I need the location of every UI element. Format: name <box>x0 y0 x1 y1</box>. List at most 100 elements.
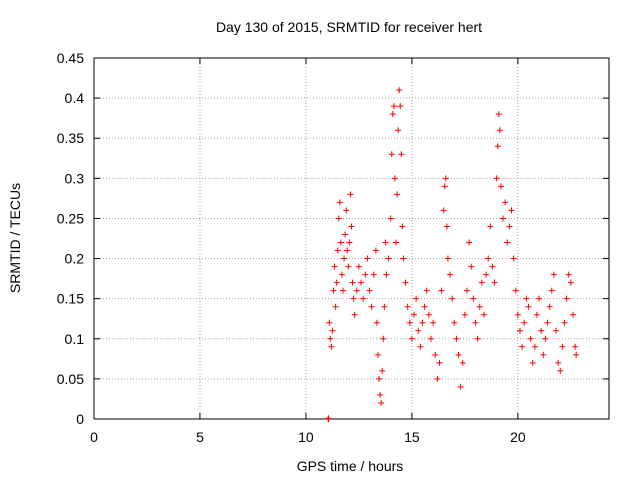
data-point <box>555 359 562 366</box>
data-point <box>531 343 538 350</box>
data-point <box>329 327 336 334</box>
data-point <box>346 239 353 246</box>
data-point <box>388 151 395 158</box>
data-point <box>393 239 400 246</box>
y-axis-label: SRMTID / TECUs <box>7 183 23 293</box>
data-point <box>478 279 485 286</box>
data-point <box>447 271 454 278</box>
y-tick-label: 0.25 <box>57 210 84 226</box>
data-point <box>366 287 373 294</box>
data-point <box>387 215 394 222</box>
data-point <box>391 175 398 182</box>
data-point <box>497 183 504 190</box>
data-point <box>487 223 494 230</box>
data-point <box>331 263 338 270</box>
data-point <box>378 399 385 406</box>
data-point <box>436 359 443 366</box>
data-point <box>461 311 468 318</box>
data-point <box>411 311 418 318</box>
data-point <box>336 199 343 206</box>
data-point <box>343 207 350 214</box>
data-point <box>451 319 458 326</box>
data-point <box>344 247 351 254</box>
data-point <box>415 327 422 334</box>
data-point <box>376 375 383 382</box>
data-point <box>383 271 390 278</box>
plot-frame <box>93 57 610 420</box>
data-point <box>502 199 509 206</box>
data-point <box>441 183 448 190</box>
data-point <box>483 271 490 278</box>
data-point <box>548 287 555 294</box>
axis-ticks: 0 5 10 15 20 0 0.05 0.1 0.15 0.2 0.25 0.3 0.35 0.4 0.4… <box>57 50 609 445</box>
data-point <box>421 303 428 310</box>
data-point <box>514 311 521 318</box>
x-tick-label: 0 <box>90 429 98 445</box>
data-point <box>389 111 396 118</box>
data-point <box>395 127 402 134</box>
data-point <box>335 215 342 222</box>
data-point <box>559 343 566 350</box>
data-point <box>325 416 332 422</box>
data-point <box>430 319 437 326</box>
data-point <box>494 143 501 150</box>
chart-title: Day 130 of 2015, SRMTID for receiver her… <box>216 19 482 35</box>
data-point <box>508 207 515 214</box>
data-point <box>377 391 384 398</box>
data-point <box>362 271 369 278</box>
data-point <box>419 319 426 326</box>
y-tick-label: 0 <box>76 411 84 427</box>
data-point <box>466 239 473 246</box>
data-points <box>325 87 580 422</box>
data-point <box>573 351 580 358</box>
data-point <box>348 223 355 230</box>
data-point <box>358 279 365 286</box>
data-point <box>442 175 449 182</box>
data-point <box>338 271 345 278</box>
data-point <box>396 87 403 94</box>
data-point <box>330 287 337 294</box>
data-point <box>394 191 401 198</box>
data-point <box>521 319 528 326</box>
x-axis-label: GPS time / hours <box>297 458 404 474</box>
data-point <box>464 287 471 294</box>
data-point <box>398 151 405 158</box>
data-point <box>417 343 424 350</box>
data-point <box>444 255 451 262</box>
y-tick-label: 0.45 <box>57 50 84 66</box>
data-point <box>553 327 560 334</box>
data-point <box>561 319 568 326</box>
data-point <box>523 295 530 302</box>
data-point <box>533 311 540 318</box>
data-point <box>457 383 464 390</box>
data-point <box>345 263 352 270</box>
data-point <box>333 279 340 286</box>
data-point <box>443 223 450 230</box>
data-point <box>380 335 387 342</box>
data-point <box>404 303 411 310</box>
data-point <box>370 271 377 278</box>
data-point <box>495 111 502 118</box>
data-point <box>500 215 507 222</box>
data-point <box>453 335 460 342</box>
data-point <box>550 271 557 278</box>
data-point <box>427 335 434 342</box>
data-point <box>399 223 406 230</box>
data-point <box>340 287 347 294</box>
data-point <box>327 335 334 342</box>
data-point <box>557 367 564 374</box>
data-point <box>425 311 432 318</box>
data-point <box>347 191 354 198</box>
data-point <box>432 351 439 358</box>
data-point <box>512 287 519 294</box>
data-point <box>350 295 357 302</box>
data-point <box>351 311 358 318</box>
data-point <box>525 303 532 310</box>
data-point <box>538 327 545 334</box>
data-point <box>516 327 523 334</box>
data-point <box>408 335 415 342</box>
x-tick-label: 5 <box>196 429 204 445</box>
data-point <box>364 255 371 262</box>
data-point <box>341 255 348 262</box>
data-point <box>567 279 574 286</box>
